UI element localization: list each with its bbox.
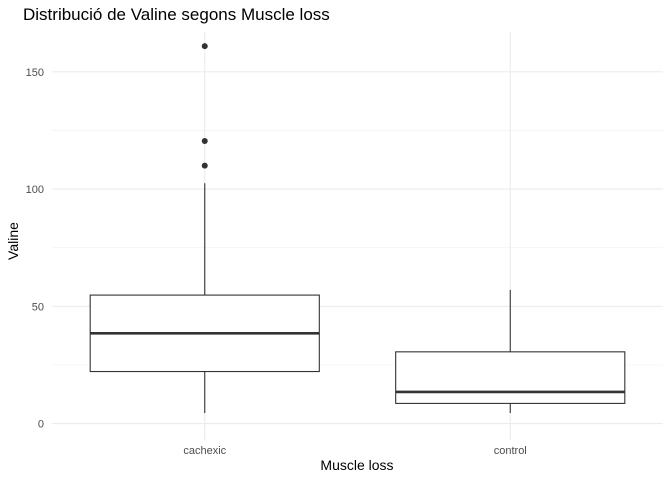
box-cachexic (89, 43, 320, 414)
y-tick-label: 100 (26, 184, 44, 196)
chart-title: Distribució de Valine segons Muscle loss (23, 5, 330, 24)
y-tick-label: 0 (38, 419, 44, 431)
x-axis-title: Muscle loss (320, 457, 393, 473)
y-tick-label: 150 (26, 67, 44, 79)
y-axis-title: Valine (5, 222, 21, 260)
x-tick-label: cachexic (183, 445, 226, 457)
boxes-layer (89, 43, 626, 414)
y-tick-label: 50 (32, 301, 44, 313)
y-axis-ticks: 0 50 100 150 (26, 67, 44, 431)
outlier-point (201, 162, 208, 169)
outlier-point (201, 138, 208, 145)
outlier-point (201, 43, 208, 50)
x-tick-label: control (494, 445, 527, 457)
box-control (395, 289, 626, 414)
box-iqr (395, 351, 626, 404)
x-axis-ticks: cachexic control (183, 445, 526, 457)
